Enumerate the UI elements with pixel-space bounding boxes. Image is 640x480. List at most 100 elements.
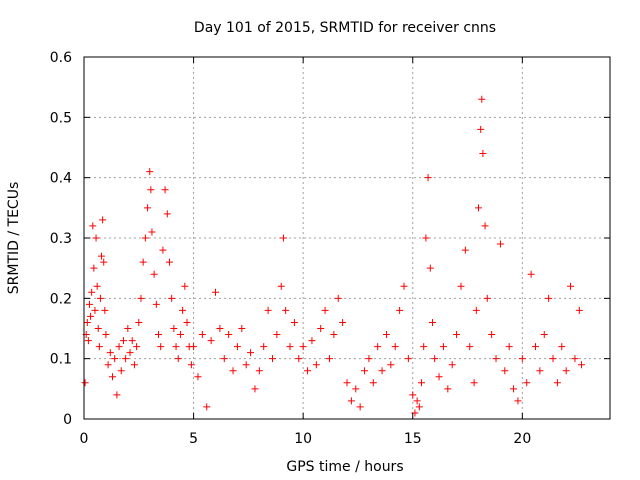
data-point [137,294,145,302]
data-point [356,403,364,411]
data-point [400,282,408,290]
data-point [126,349,134,357]
data-point [420,343,428,351]
data-point [481,222,489,230]
data-point [575,306,583,314]
x-tick-label: 5 [189,431,198,447]
data-point [347,397,355,405]
data-point [220,355,228,363]
data-point [113,391,121,399]
data-point [488,331,496,339]
data-point [187,361,195,369]
x-tick-labels: 0 5 10 15 20 [80,431,532,447]
data-point [111,355,119,363]
data-point [181,282,189,290]
data-point [540,331,548,339]
data-point [279,234,287,242]
data-point [144,204,152,212]
data-point [413,397,421,405]
data-point [198,331,206,339]
data-point [190,343,198,351]
y-tick-label: 0 [63,412,72,428]
data-point [229,367,237,375]
data-point [478,95,486,103]
data-point [100,258,108,266]
data-point [176,331,184,339]
chart-title: Day 101 of 2015, SRMTID for receiver cnn… [194,20,496,36]
data-point [496,240,504,248]
data-point [260,343,268,351]
data-point [536,367,544,375]
data-point [115,343,123,351]
data-point [95,343,103,351]
data-point [411,409,419,417]
data-point [83,318,91,326]
data-point [330,331,338,339]
y-axis-label: SRMTID / TECUs [6,182,22,295]
grid-lines [84,57,610,419]
data-point [558,343,566,351]
y-tick-label: 0.1 [50,352,72,368]
data-point [108,373,116,381]
data-point [247,349,255,357]
data-point [549,355,557,363]
data-point [168,294,176,302]
data-point [415,403,423,411]
data-point [457,282,465,290]
data-point [96,294,104,302]
data-point [501,367,509,375]
axis-ticks [83,56,610,420]
data-point [422,234,430,242]
data-point [562,367,570,375]
data-point [183,318,191,326]
data-point [119,337,127,345]
y-tick-labels: 0 0.1 0.2 0.3 0.4 0.5 0.6 [50,50,72,428]
data-point [141,234,149,242]
data-point [106,349,114,357]
data-point [466,343,474,351]
data-point [89,222,97,230]
data-point [135,318,143,326]
data-point [163,210,171,218]
data-point [133,343,141,351]
data-point [139,258,147,266]
data-point [128,337,136,345]
data-point [152,300,160,308]
x-tick-label: 15 [404,431,422,447]
data-point [578,361,586,369]
data-point [317,325,325,332]
data-point [475,204,482,212]
data-point [448,361,456,369]
data-point [92,234,100,242]
data-point [165,258,173,266]
data-points [81,95,586,417]
data-point [273,331,281,339]
data-point [391,343,399,351]
y-tick-label: 0.2 [50,291,72,307]
data-point [518,355,526,363]
data-point [492,355,500,363]
data-point [444,385,452,393]
data-point [439,343,447,351]
data-point [472,306,480,314]
data-point [312,361,320,369]
x-tick-label: 20 [513,431,531,447]
y-tick-label: 0.5 [50,110,72,126]
data-point [339,318,347,326]
data-point [146,168,154,176]
data-point [170,325,178,332]
data-point [424,174,432,182]
data-point [299,343,307,351]
data-point [387,361,395,369]
data-point [334,294,342,302]
data-point [225,331,233,339]
data-point [264,306,272,314]
data-point [426,264,434,272]
data-point [396,306,404,314]
y-tick-label: 0.6 [50,50,72,66]
data-point [553,379,561,387]
data-point [122,355,130,363]
data-point [325,355,333,363]
